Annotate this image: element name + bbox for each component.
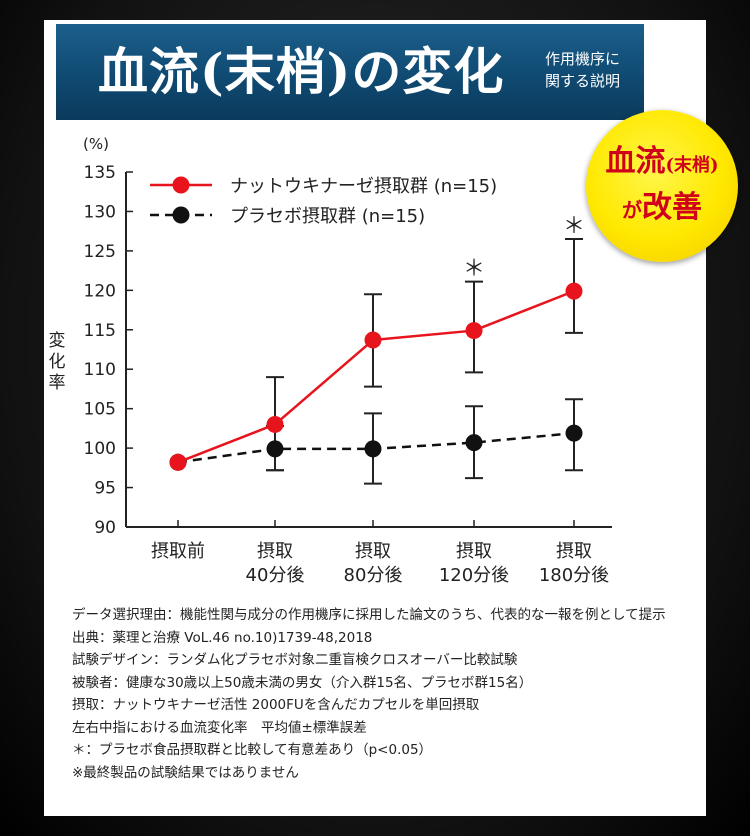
y-tick-label: 115 — [84, 321, 116, 341]
note-line: 試験デザイン：ランダム化プラセボ対象二重盲検クロスオーバー比較試験 — [72, 652, 518, 668]
y-tick-label: 125 — [84, 242, 116, 262]
improvement-badge: 血流(末梢) が改善 — [586, 110, 738, 262]
x-tick-label: 80分後 — [344, 565, 403, 586]
note-line: 被験者：健康な30歳以上50歳未満の男女（介入群15名、プラセボ群15名） — [72, 674, 533, 691]
y-unit-label: (%) — [83, 135, 109, 153]
title-banner — [56, 24, 644, 120]
y-axis-label-char: 化 — [49, 352, 66, 372]
data-point — [266, 415, 284, 433]
y-tick-label: 90 — [94, 518, 116, 538]
y-tick-label: 120 — [84, 281, 116, 301]
y-tick-label: 135 — [84, 163, 116, 183]
legend-label: プラセボ摂取群 (n=15) — [230, 206, 425, 227]
y-tick-label: 110 — [84, 360, 116, 380]
y-tick-label: 130 — [84, 202, 116, 222]
badge-line2-small: が — [622, 198, 642, 222]
data-point — [565, 282, 583, 300]
data-point — [364, 440, 382, 458]
banner-title: 血流(末梢)の変化 — [98, 42, 505, 101]
badge-line2: が改善 — [586, 190, 738, 228]
note-line: ＊：プラセボ食品摂取群と比較して有意差あり（p<0.05） — [72, 742, 433, 758]
significance-marker: ＊ — [463, 257, 485, 282]
note-line: 出典：薬理と治療 VoL.46 no.10)1739-48,2018 — [72, 629, 373, 646]
data-point — [465, 322, 483, 340]
banner-subtitle: 作用機序に 関する説明 — [545, 48, 645, 92]
banner-subtitle-line1: 作用機序に — [545, 50, 621, 68]
x-tick-label: 摂取 — [355, 541, 391, 562]
data-point — [169, 453, 187, 471]
x-tick-label: 摂取 — [556, 541, 592, 562]
x-tick-label: 摂取前 — [151, 541, 205, 562]
data-point — [364, 331, 382, 349]
x-tick-label: 摂取 — [257, 541, 293, 562]
banner-subtitle-line2: 関する説明 — [545, 72, 621, 90]
significance-marker: ＊ — [563, 214, 585, 239]
y-axis-label-char: 変 — [49, 331, 66, 351]
data-point — [565, 424, 583, 442]
badge-line1: 血流(末梢) — [586, 144, 738, 184]
series-line — [177, 289, 575, 464]
x-tick-label: 40分後 — [246, 565, 305, 586]
data-point — [266, 440, 284, 458]
x-tick-label: 180分後 — [539, 565, 609, 586]
y-axis-label-char: 率 — [49, 373, 66, 393]
badge-line1-main: 血流 — [605, 144, 666, 179]
badge-line2-main: 改善 — [642, 190, 702, 225]
data-point — [465, 434, 483, 452]
legend-marker — [172, 206, 190, 224]
y-tick-label: 95 — [94, 479, 116, 499]
y-tick-label: 105 — [84, 400, 116, 420]
legend-marker — [172, 176, 190, 194]
note-line: データ選択理由：機能性関与成分の作用機序に採用した論文のうち、代表的な一報を例と… — [72, 607, 666, 623]
note-line: ※最終製品の試験結果ではありません — [72, 764, 299, 781]
note-line: 摂取：ナットウキナーゼ活性 2000FUを含んだカプセルを単回摂取 — [72, 697, 480, 713]
note-line: 左右中指における血流変化率 平均値±標準誤差 — [72, 719, 367, 736]
x-tick-label: 120分後 — [439, 565, 509, 586]
legend-label: ナットウキナーゼ摂取群 (n=15) — [230, 176, 497, 197]
badge-line1-small: (末梢) — [665, 155, 719, 176]
x-tick-label: 摂取 — [456, 541, 492, 562]
y-tick-label: 100 — [84, 439, 116, 459]
footnotes: データ選択理由：機能性関与成分の作用機序に採用した論文のうち、代表的な一報を例と… — [72, 604, 697, 784]
